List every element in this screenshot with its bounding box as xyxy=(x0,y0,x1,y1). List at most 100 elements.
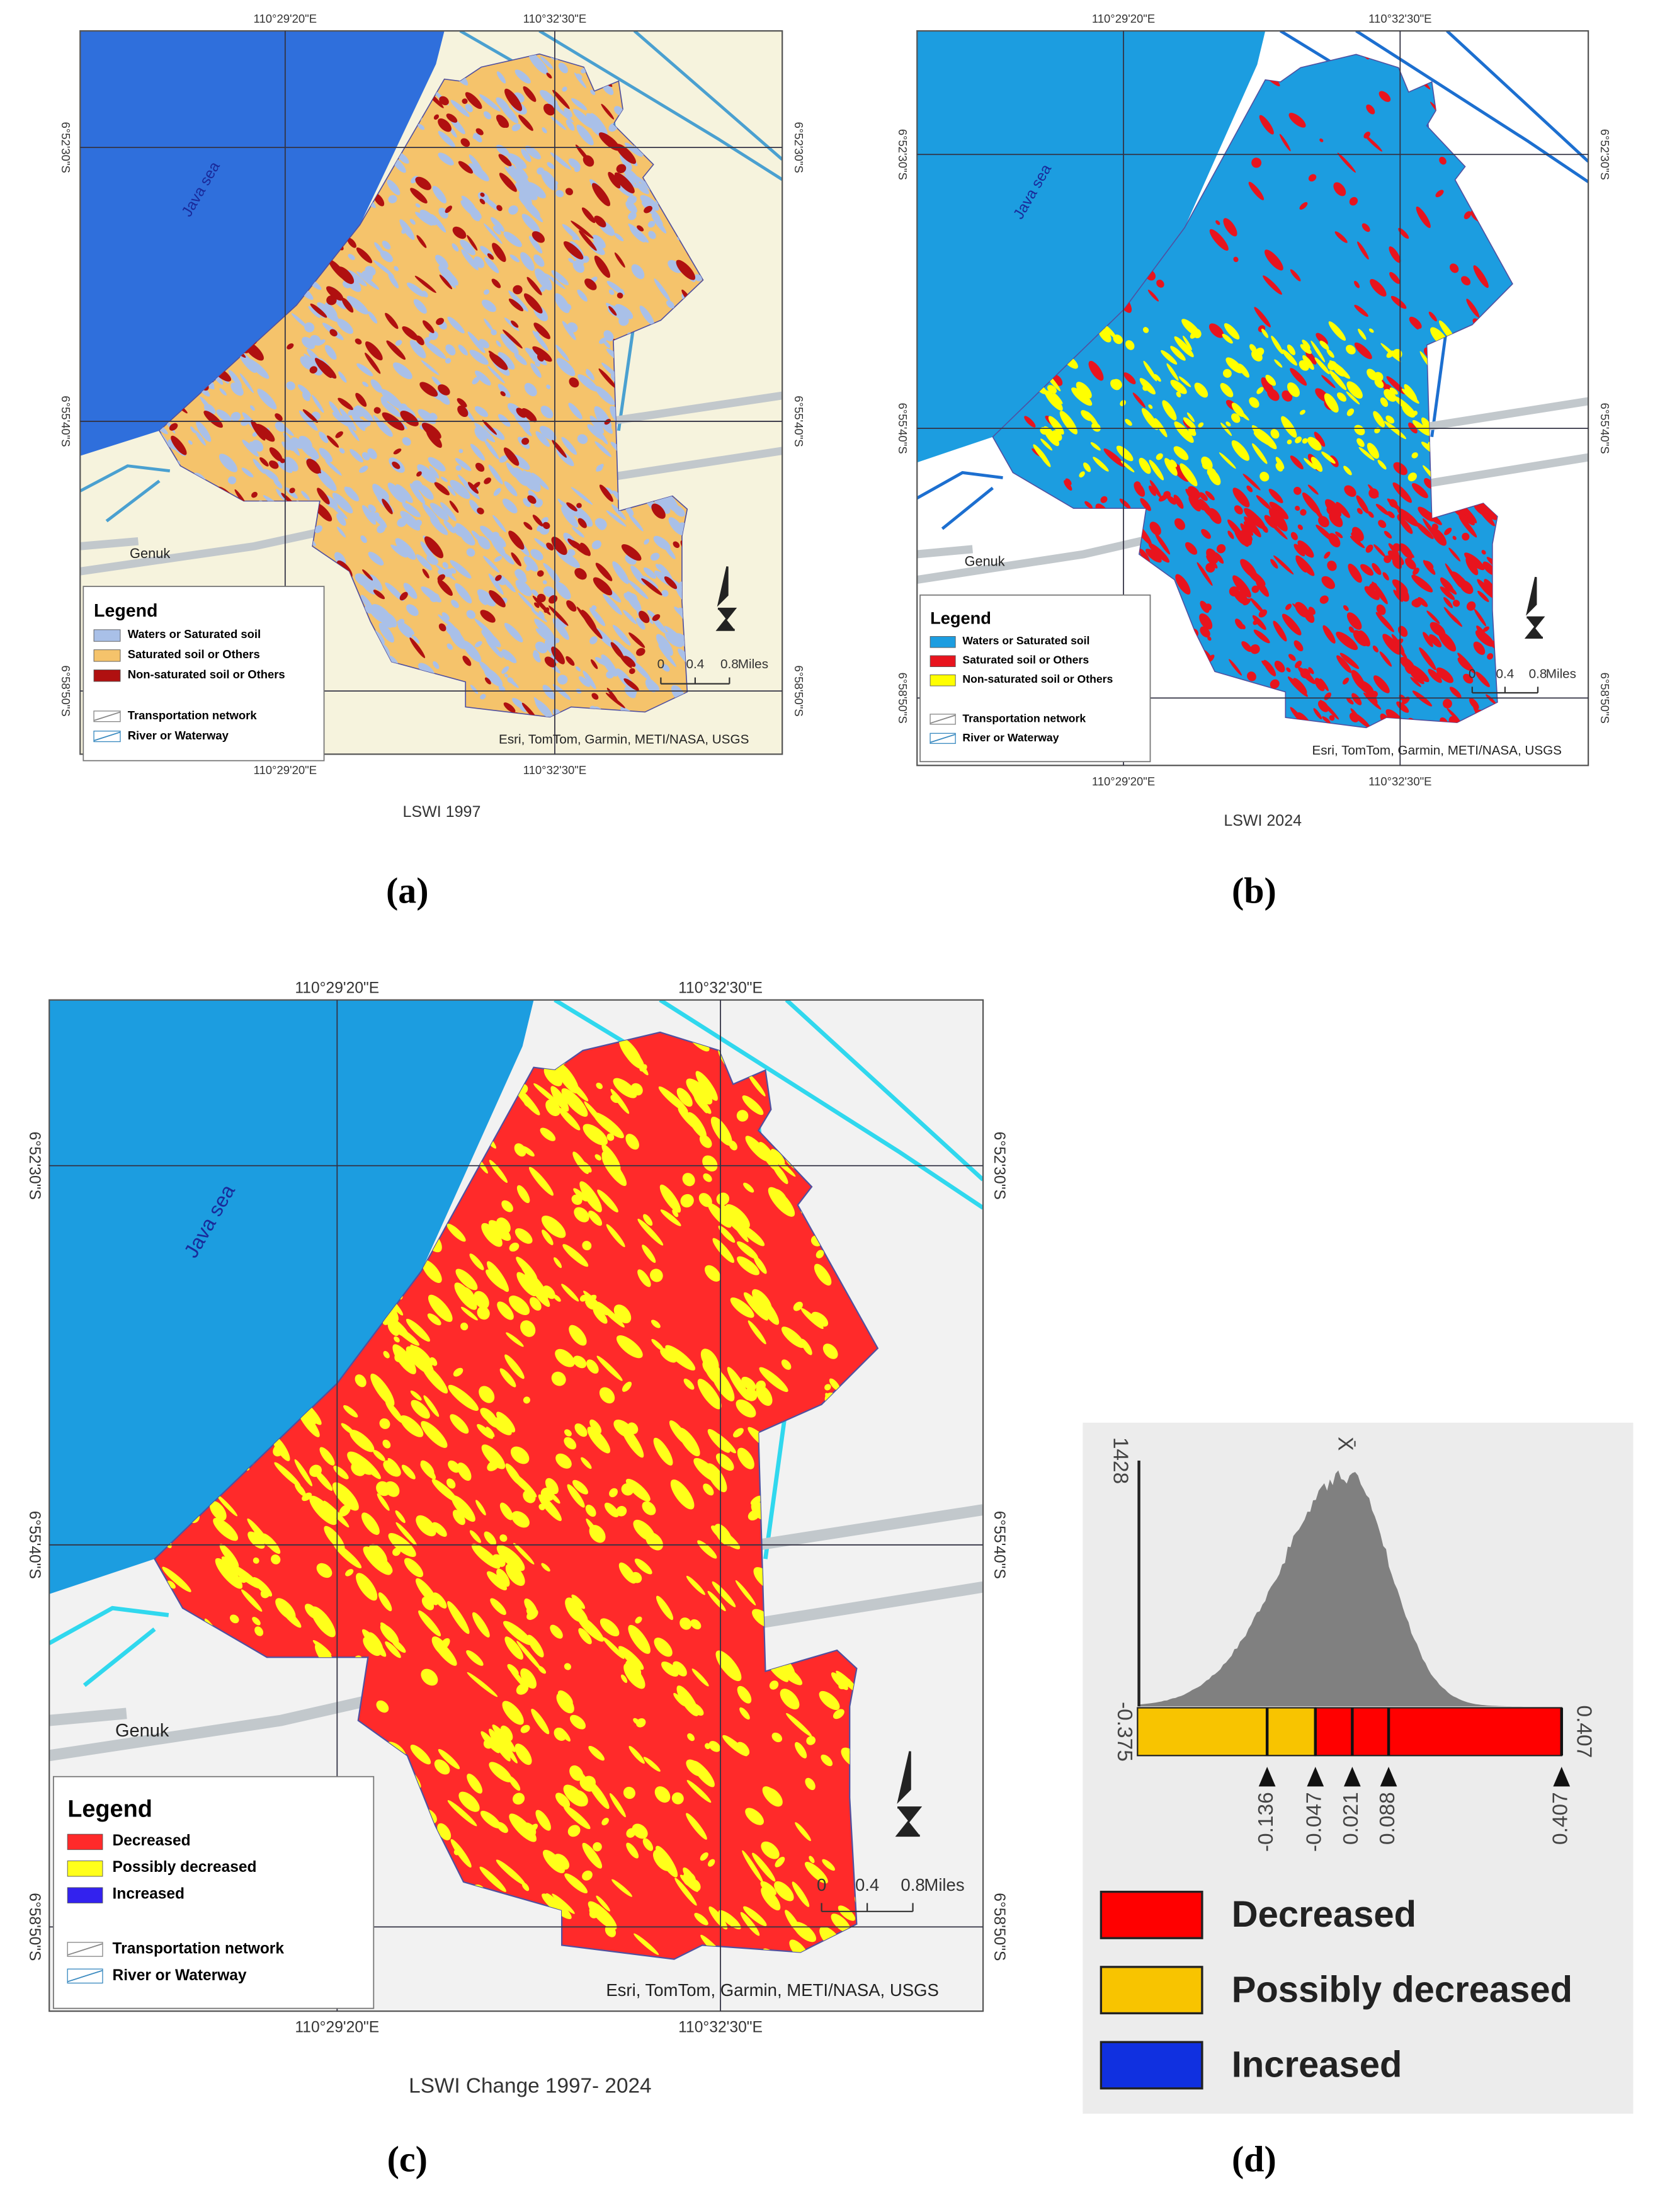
patch xyxy=(628,1624,651,1654)
patch xyxy=(533,254,545,267)
patch xyxy=(605,692,625,709)
patch xyxy=(775,1857,785,1867)
patch xyxy=(492,242,506,263)
patch xyxy=(555,345,570,362)
patch xyxy=(811,1311,829,1327)
patch xyxy=(1293,640,1304,652)
patch xyxy=(1322,625,1336,644)
patch xyxy=(516,1641,542,1671)
patch xyxy=(725,1204,750,1229)
patch xyxy=(661,590,669,597)
patch xyxy=(625,1134,639,1150)
patch xyxy=(1161,350,1178,365)
patch xyxy=(479,596,487,605)
patch xyxy=(1368,511,1374,518)
patch xyxy=(603,1637,625,1659)
patch xyxy=(666,300,674,309)
patch xyxy=(1365,544,1373,553)
patch xyxy=(710,1116,732,1146)
patch xyxy=(571,98,588,111)
patch xyxy=(395,538,416,560)
legend-swatch xyxy=(1100,1890,1203,1939)
patch xyxy=(569,1325,587,1346)
patch xyxy=(506,462,518,478)
patch xyxy=(596,1082,603,1090)
patch xyxy=(472,376,480,385)
legend-label: Increased xyxy=(1232,2045,1402,2085)
patch xyxy=(1185,542,1198,555)
patch xyxy=(740,1912,760,1936)
patch xyxy=(1356,438,1365,447)
patch xyxy=(531,472,549,490)
patch xyxy=(359,576,377,595)
patch xyxy=(586,1519,602,1541)
patch xyxy=(524,382,537,397)
patch xyxy=(213,1517,239,1541)
patch xyxy=(1356,508,1363,515)
patch xyxy=(1343,605,1349,612)
patch xyxy=(402,436,411,446)
patch xyxy=(573,1188,588,1202)
patch xyxy=(739,1707,750,1720)
patch xyxy=(1356,495,1369,514)
patch xyxy=(533,322,550,339)
patch xyxy=(1167,496,1176,505)
patch xyxy=(484,257,499,273)
patch xyxy=(443,520,455,533)
patch xyxy=(572,108,594,128)
patch xyxy=(300,356,314,370)
patch xyxy=(656,1595,674,1621)
patch xyxy=(1064,480,1072,491)
patch xyxy=(382,1439,391,1449)
patch xyxy=(1103,448,1125,467)
patch xyxy=(1368,484,1379,498)
lon-label: 110°29'20"E xyxy=(1092,12,1155,25)
patch xyxy=(395,1510,406,1524)
patch xyxy=(1357,241,1369,259)
patch xyxy=(1411,319,1419,330)
patch xyxy=(409,219,416,225)
patch xyxy=(397,619,405,625)
patch xyxy=(508,205,518,215)
patch xyxy=(571,220,594,239)
patch xyxy=(617,292,623,299)
patch xyxy=(601,1818,609,1826)
lon-label: 110°32'30"E xyxy=(678,979,763,996)
patch xyxy=(733,1428,744,1438)
patch xyxy=(502,1701,524,1725)
patch xyxy=(1258,609,1268,618)
patch xyxy=(1243,521,1254,536)
patch xyxy=(656,634,673,656)
patch xyxy=(477,536,491,550)
patch xyxy=(1431,528,1447,546)
patch xyxy=(414,519,422,527)
patch xyxy=(1346,345,1356,355)
lat-label: 6°58'50"S xyxy=(792,665,805,716)
patch xyxy=(427,1313,441,1326)
patch xyxy=(421,423,441,439)
patch xyxy=(510,1446,530,1464)
patch xyxy=(1307,436,1322,451)
patch xyxy=(355,1374,367,1388)
patch xyxy=(317,487,330,505)
caption: LSWI Change 1997- 2024 xyxy=(409,2074,651,2097)
patch xyxy=(382,241,391,250)
patch xyxy=(430,518,448,535)
stretch-bar xyxy=(1314,1707,1562,1757)
scale-label: 0 xyxy=(657,657,665,671)
river xyxy=(49,1605,169,1645)
patch xyxy=(545,1478,559,1495)
patch xyxy=(481,1444,506,1469)
patch xyxy=(569,377,579,388)
patch xyxy=(482,419,497,435)
patch xyxy=(514,69,531,84)
patch xyxy=(1346,381,1363,399)
patch xyxy=(423,1395,440,1417)
patch xyxy=(344,486,360,501)
patch xyxy=(1384,555,1392,564)
patch xyxy=(450,1414,469,1434)
patch xyxy=(568,158,581,169)
patch xyxy=(363,1546,392,1575)
patch xyxy=(1194,382,1208,398)
